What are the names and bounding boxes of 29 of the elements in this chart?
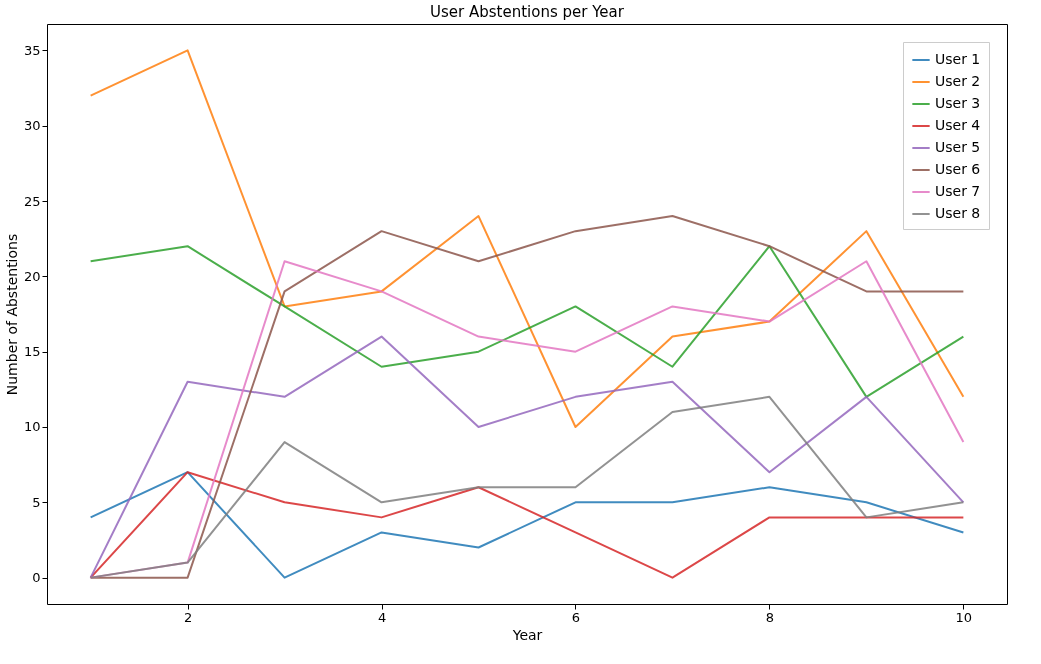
y-tick-label: 30: [23, 118, 41, 134]
legend-label: User 5: [935, 139, 981, 155]
legend-label: User 6: [935, 161, 981, 177]
x-tick-label: 6: [571, 609, 581, 625]
x-tick-label: 8: [765, 609, 775, 625]
chart-title: User Abstentions per Year: [430, 3, 625, 21]
legend-label: User 2: [935, 73, 981, 89]
line-series: [89, 471, 965, 579]
line-series: [89, 395, 965, 579]
x-tick-label: 4: [377, 609, 387, 625]
y-tick-label: 0: [32, 570, 41, 586]
y-tick-label: 10: [23, 419, 41, 435]
y-tick-label: 15: [23, 344, 41, 360]
legend-label: User 7: [935, 183, 981, 199]
y-tick-label: 25: [23, 193, 41, 209]
line-series: [89, 335, 965, 579]
y-tick-label: 20: [23, 268, 41, 284]
legend-label: User 1: [935, 51, 981, 67]
x-axis-title: Year: [511, 626, 543, 643]
legend-label: User 4: [935, 117, 981, 133]
y-axis-title: Number of Abstentions: [3, 233, 20, 396]
legend-label: User 8: [935, 205, 981, 221]
line-series: [89, 245, 965, 398]
legend-label: User 3: [935, 95, 981, 111]
y-tick-label: 35: [23, 42, 41, 58]
y-tick-label: 5: [32, 494, 41, 510]
x-tick-label: 10: [955, 609, 973, 625]
line-series: [89, 49, 965, 428]
x-tick-label: 2: [183, 609, 193, 625]
